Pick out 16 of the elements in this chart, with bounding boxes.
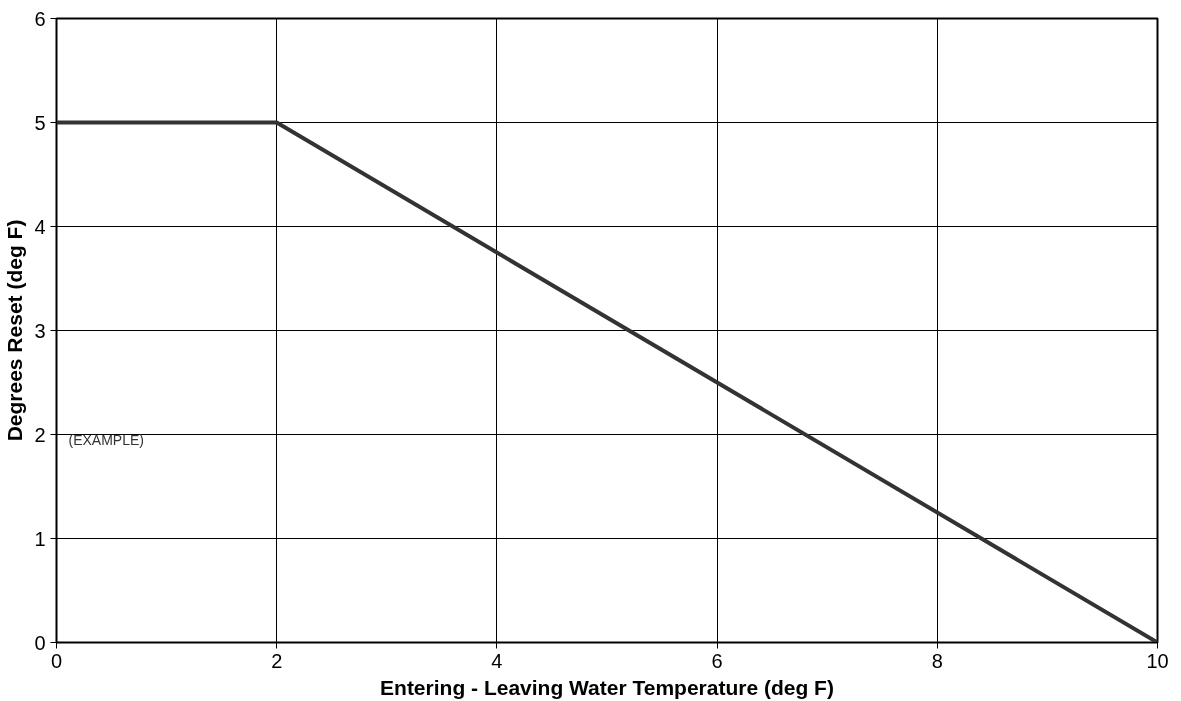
x-tick-label: 2 (271, 649, 283, 672)
y-tick-label: 2 (34, 423, 46, 446)
y-tick-label: 5 (34, 111, 46, 134)
x-tick-label: 4 (491, 649, 503, 672)
y-tick-label: 6 (34, 7, 46, 30)
annotation: (EXAMPLE) (68, 431, 144, 448)
y-tick-label: 1 (34, 527, 46, 550)
x-tick-label: 0 (50, 649, 63, 672)
x-tick-label: 6 (711, 649, 723, 672)
x-tick-label: 8 (931, 649, 943, 672)
y-tick-label: 4 (34, 215, 46, 238)
x-axis-title: Entering - Leaving Water Temperature (deg F) (380, 675, 834, 699)
y-axis-title: Degrees Reset (deg F) (3, 219, 27, 442)
x-tick-label: 10 (1146, 649, 1169, 672)
y-tick-label: 0 (34, 631, 46, 654)
y-tick-label: 3 (34, 319, 46, 342)
